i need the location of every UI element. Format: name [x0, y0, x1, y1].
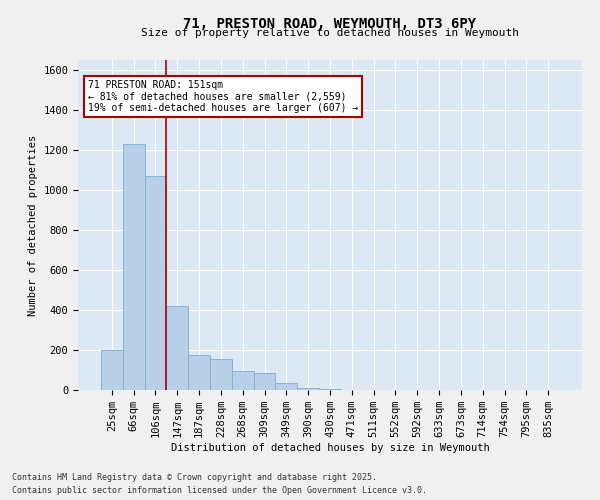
X-axis label: Distribution of detached houses by size in Weymouth: Distribution of detached houses by size …: [170, 443, 490, 453]
Text: Contains public sector information licensed under the Open Government Licence v3: Contains public sector information licen…: [12, 486, 427, 495]
Y-axis label: Number of detached properties: Number of detached properties: [28, 134, 38, 316]
Bar: [232, 371, 254, 390]
Bar: [319, 389, 341, 390]
Text: Size of property relative to detached houses in Weymouth: Size of property relative to detached ho…: [141, 28, 519, 38]
Bar: [275, 383, 297, 390]
Bar: [123, 144, 145, 390]
Bar: [254, 373, 275, 390]
Bar: [188, 355, 210, 390]
Bar: [166, 306, 188, 390]
Text: 71 PRESTON ROAD: 151sqm
← 81% of detached houses are smaller (2,559)
19% of semi: 71 PRESTON ROAD: 151sqm ← 81% of detache…: [88, 80, 358, 113]
Bar: [145, 176, 166, 390]
Text: 71, PRESTON ROAD, WEYMOUTH, DT3 6PY: 71, PRESTON ROAD, WEYMOUTH, DT3 6PY: [184, 18, 476, 32]
Text: Contains HM Land Registry data © Crown copyright and database right 2025.: Contains HM Land Registry data © Crown c…: [12, 474, 377, 482]
Bar: [101, 350, 123, 390]
Bar: [297, 388, 319, 390]
Bar: [210, 359, 232, 390]
